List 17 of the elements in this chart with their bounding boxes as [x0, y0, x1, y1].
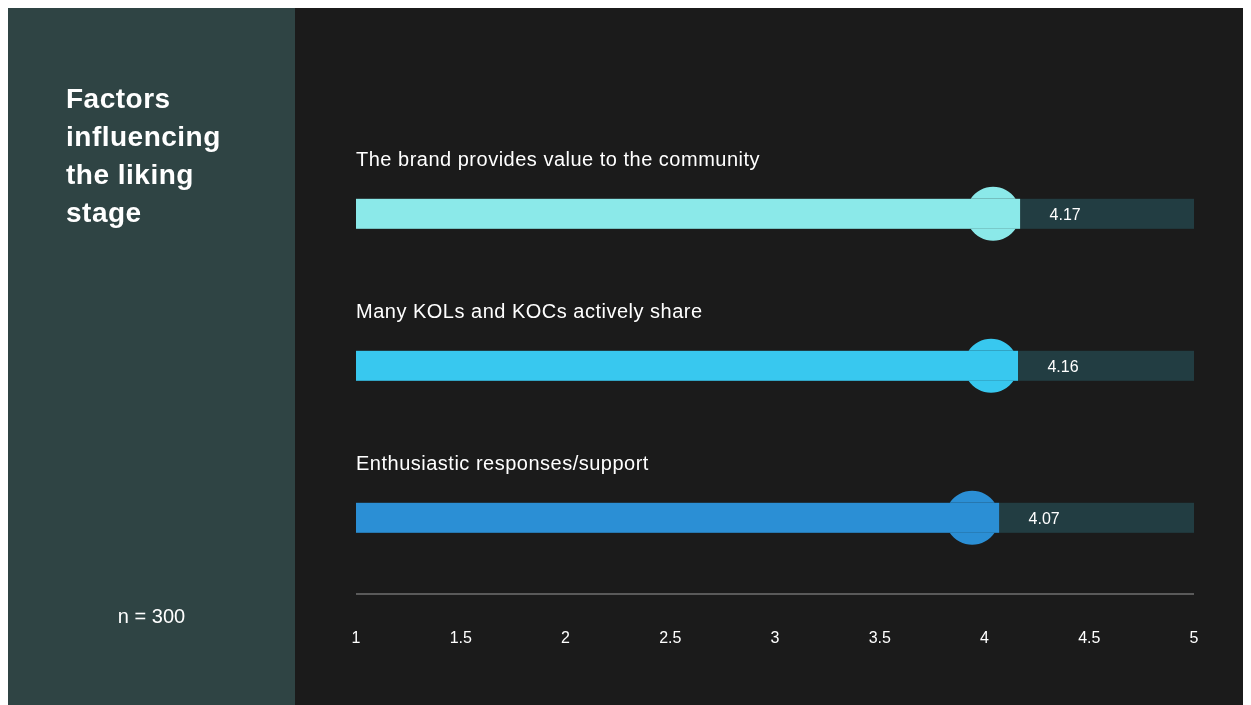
x-tick-label: 4 — [980, 629, 990, 647]
y-tick-label: The brand provides value to the community — [356, 148, 761, 170]
x-tick-label: 1.5 — [449, 629, 472, 647]
y-tick-label: Enthusiastic responses/support — [356, 452, 649, 474]
data-label: 4.16 — [1047, 357, 1079, 375]
x-tick-label: 3.5 — [868, 629, 891, 647]
data-label: 4.07 — [1028, 509, 1060, 527]
x-tick-label: 2 — [561, 629, 571, 647]
text: n = 300 — [116, 605, 187, 628]
x-tick-label: 2.5 — [659, 629, 682, 647]
data-label: 4.17 — [1049, 205, 1081, 223]
x-tick-label: 3 — [770, 629, 780, 647]
x-tick-label: 1 — [351, 629, 361, 647]
text: Factors influencing the liking stage — [66, 82, 222, 230]
x-tick-label: 4.5 — [1078, 629, 1101, 647]
x-tick-label: 5 — [1189, 629, 1199, 647]
y-tick-label: Many KOLs and KOCs actively share — [356, 300, 703, 322]
